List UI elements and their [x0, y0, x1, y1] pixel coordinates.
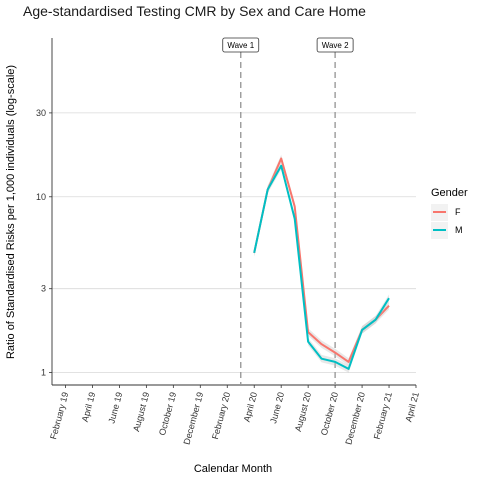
series-ribbon-F [254, 154, 389, 366]
wave-label: Wave 1 [227, 41, 254, 50]
series-line-F [253, 157, 390, 363]
x-tick-label: August 20 [293, 391, 313, 433]
legend-label-F: F [455, 207, 461, 217]
x-tick-label: February 19 [48, 391, 70, 440]
wave-label-box [222, 37, 260, 53]
chart-title: Age-standardised Testing CMR by Sex and … [23, 3, 366, 19]
x-tick-label: August 19 [131, 391, 151, 433]
x-tick-label: April 20 [242, 391, 260, 423]
legend-label-M: M [455, 225, 463, 235]
series-line-M [253, 164, 390, 370]
wave-label: Wave 2 [322, 41, 349, 50]
y-tick-label: 1 [41, 368, 46, 378]
y-tick-label: 10 [36, 192, 46, 202]
x-tick-label: October 19 [157, 391, 178, 437]
x-tick-label: April 21 [403, 391, 421, 423]
wave-label-box [316, 37, 354, 53]
legend: Gender FM [431, 187, 468, 239]
x-tick-label: June 19 [106, 391, 124, 425]
y-tick-label: 30 [36, 108, 46, 118]
legend-title: Gender [431, 187, 468, 199]
x-tick-label: June 20 [268, 391, 286, 425]
plot-area: 1 3 10 30 February 19 April 19 June 19 August 1… [36, 37, 421, 446]
y-axis-label: Ratio of Standardised Risks per 1,000 in… [5, 65, 17, 359]
x-tick-label: April 19 [80, 391, 98, 423]
x-tick-label: December 20 [343, 391, 367, 446]
x-tick-label: October 20 [319, 391, 340, 437]
x-axis-label: Calendar Month [194, 463, 272, 475]
x-tick-label: December 19 [182, 391, 206, 446]
x-tick-label: February 21 [372, 391, 394, 440]
x-tick-label: February 20 [210, 391, 232, 440]
y-tick-label: 3 [41, 284, 46, 294]
